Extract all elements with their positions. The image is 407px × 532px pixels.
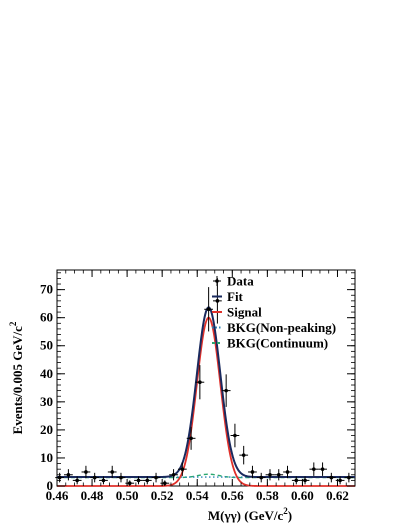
x-tick-label: 0.62 — [326, 488, 349, 503]
ticks-layer: 0.46 0.48 0.50 0.52 0.54 0.56 0.58 0.60 0.62 0 10 2… — [40, 270, 356, 503]
data-point — [57, 475, 62, 480]
data-points-layer — [55, 278, 354, 486]
data-point — [294, 478, 299, 483]
data-point — [136, 478, 141, 483]
data-point — [338, 478, 342, 483]
x-tick-label: 0.50 — [116, 488, 139, 503]
data-point — [163, 481, 167, 485]
signal-curve — [57, 316, 355, 487]
data-point — [101, 478, 106, 483]
x-tick-label: 0.60 — [291, 488, 314, 503]
data-point — [250, 470, 255, 474]
legend-label: BKG(Non-peaking) — [227, 320, 336, 335]
y-tick-label: 20 — [40, 422, 53, 437]
data-point — [154, 475, 158, 480]
data-point — [92, 475, 97, 480]
data-point — [276, 472, 281, 477]
data-point — [320, 467, 325, 471]
legend-marker-data — [215, 279, 219, 283]
data-point — [145, 478, 150, 483]
data-point — [171, 472, 176, 477]
legend-label: Signal — [227, 305, 262, 320]
data-point — [268, 472, 272, 477]
plot-frame — [56, 269, 356, 487]
data-point — [127, 481, 132, 485]
y-tick-label: 10 — [40, 450, 53, 465]
data-point — [66, 472, 71, 477]
data-point — [329, 475, 334, 480]
legend: DataFitSignalBKG(Non-peaking)BKG(Continu… — [212, 274, 336, 351]
data-point — [189, 436, 193, 441]
x-tick-label: 0.56 — [221, 488, 244, 503]
data-point — [233, 433, 237, 438]
x-tick-label: 0.52 — [151, 488, 174, 503]
legend-label: BKG(Continuum) — [227, 336, 328, 351]
data-point — [180, 467, 185, 471]
data-point — [224, 388, 228, 393]
y-tick-label: 0 — [47, 478, 54, 493]
data-point — [75, 478, 79, 483]
y-tick-label: 50 — [40, 338, 53, 353]
axes-layer — [56, 269, 356, 487]
x-tick-label: 0.46 — [46, 488, 69, 503]
legend-label: Data — [227, 274, 254, 289]
x-tick-label: 0.58 — [256, 488, 279, 503]
data-point — [206, 307, 211, 312]
y-axis-title: Events/0.005 GeV/c2 — [8, 321, 25, 434]
x-tick-label: 0.54 — [186, 488, 209, 503]
data-point — [198, 380, 202, 385]
data-point — [285, 470, 290, 474]
data-point — [347, 475, 351, 480]
data-point — [259, 475, 264, 480]
data-point — [110, 470, 115, 474]
data-point — [119, 475, 123, 480]
data-point — [215, 299, 220, 303]
x-axis-title: M(γγ) (GeV/c2) — [208, 506, 292, 523]
y-tick-label: 70 — [40, 282, 53, 297]
x-tick-label: 0.48 — [81, 488, 104, 503]
y-tick-label: 60 — [40, 310, 53, 325]
legend-label: Fit — [227, 289, 244, 304]
data-point — [84, 470, 88, 474]
data-point — [303, 478, 307, 483]
y-tick-label: 30 — [40, 394, 53, 409]
data-point — [241, 453, 246, 457]
data-point — [312, 467, 316, 471]
y-tick-label: 40 — [40, 366, 53, 381]
